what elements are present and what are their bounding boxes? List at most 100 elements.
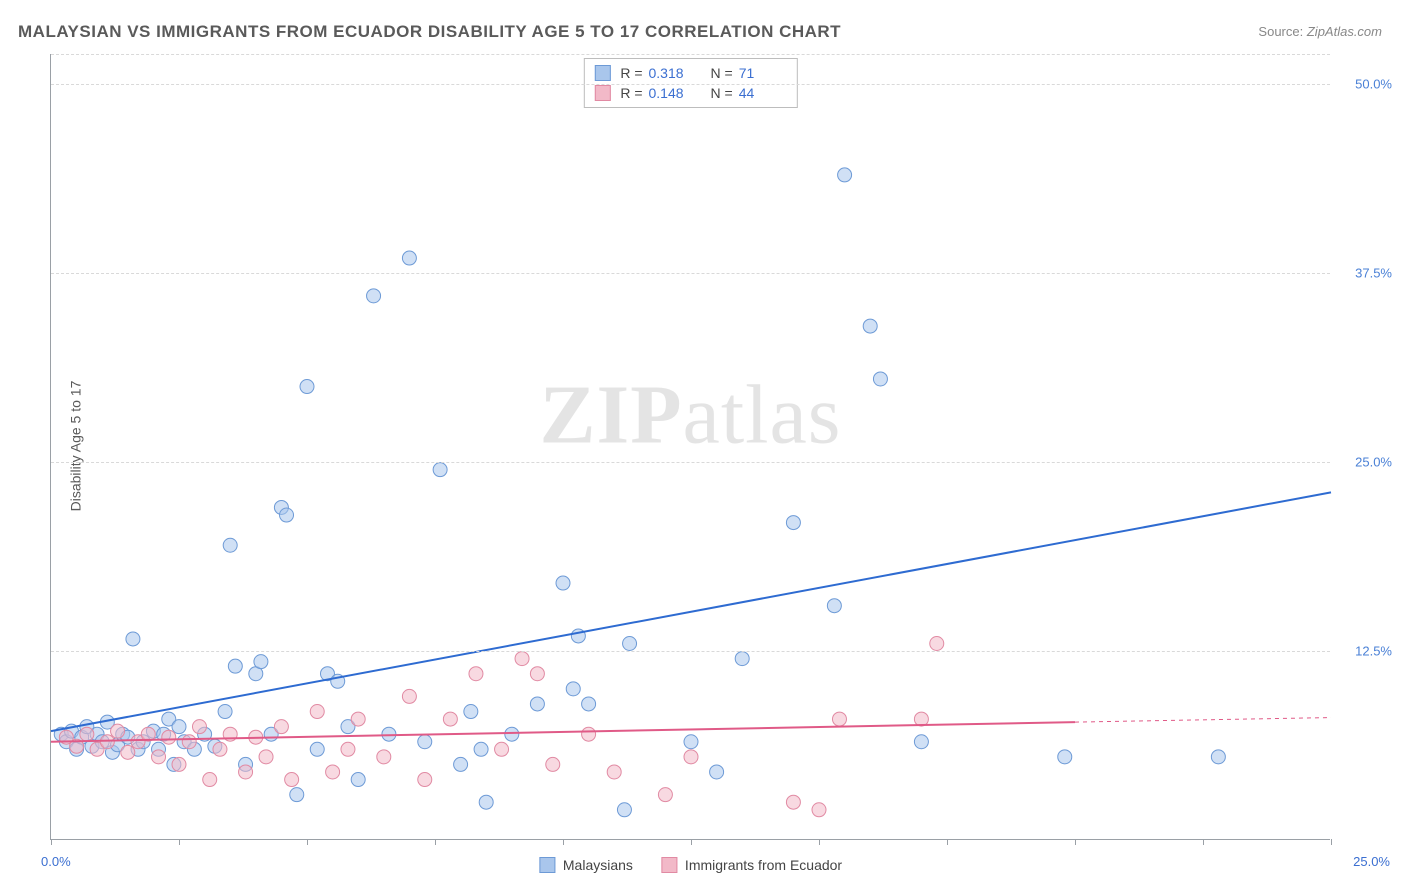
swatch-series2 <box>594 85 610 101</box>
data-point <box>285 773 299 787</box>
data-point <box>582 697 596 711</box>
gridline <box>51 651 1330 652</box>
data-point <box>218 705 232 719</box>
data-point <box>203 773 217 787</box>
data-point <box>300 380 314 394</box>
data-point <box>402 251 416 265</box>
data-point <box>310 705 324 719</box>
data-point <box>80 727 94 741</box>
n-value-2: 44 <box>739 85 787 101</box>
x-tick <box>51 839 52 845</box>
data-point <box>495 742 509 756</box>
data-point <box>827 599 841 613</box>
data-point <box>566 682 580 696</box>
data-point <box>873 372 887 386</box>
legend-item-series1: Malaysians <box>539 857 633 873</box>
data-point <box>838 168 852 182</box>
data-point <box>914 735 928 749</box>
r-value-1: 0.318 <box>649 65 697 81</box>
data-point <box>223 538 237 552</box>
data-point <box>658 788 672 802</box>
chart-svg <box>51 54 1330 839</box>
r-value-2: 0.148 <box>649 85 697 101</box>
r-label: R = <box>620 85 642 101</box>
data-point <box>402 689 416 703</box>
legend-item-series2: Immigrants from Ecuador <box>661 857 842 873</box>
x-tick <box>179 839 180 845</box>
gridline <box>51 273 1330 274</box>
x-tick <box>1203 839 1204 845</box>
data-point <box>254 655 268 669</box>
x-tick <box>1331 839 1332 845</box>
source-attribution: Source: ZipAtlas.com <box>1258 24 1382 39</box>
data-point <box>377 750 391 764</box>
data-point <box>351 712 365 726</box>
data-point <box>213 742 227 756</box>
gridline <box>51 462 1330 463</box>
data-point <box>111 724 125 738</box>
data-point <box>326 765 340 779</box>
data-point <box>310 742 324 756</box>
swatch-series1-bottom <box>539 857 555 873</box>
gridline <box>51 84 1330 85</box>
n-value-1: 71 <box>739 65 787 81</box>
data-point <box>505 727 519 741</box>
data-point <box>684 750 698 764</box>
data-point <box>274 720 288 734</box>
x-tick <box>1075 839 1076 845</box>
data-point <box>152 750 166 764</box>
data-point <box>515 652 529 666</box>
y-tick-label: 25.0% <box>1355 455 1392 470</box>
n-label: N = <box>711 65 733 81</box>
data-point <box>433 463 447 477</box>
trend-line <box>51 492 1331 731</box>
data-point <box>812 803 826 817</box>
n-label: N = <box>711 85 733 101</box>
data-point <box>172 757 186 771</box>
data-point <box>228 659 242 673</box>
x-tick <box>947 839 948 845</box>
data-point <box>418 735 432 749</box>
data-point <box>259 750 273 764</box>
data-point <box>735 652 749 666</box>
x-axis-max-label: 25.0% <box>1353 854 1390 869</box>
data-point <box>863 319 877 333</box>
trend-line-ext <box>1075 718 1331 723</box>
legend-label-series2: Immigrants from Ecuador <box>685 857 842 873</box>
data-point <box>1058 750 1072 764</box>
data-point <box>239 765 253 779</box>
x-tick <box>307 839 308 845</box>
data-point <box>464 705 478 719</box>
chart-title: MALAYSIAN VS IMMIGRANTS FROM ECUADOR DIS… <box>18 22 841 42</box>
y-tick-label: 37.5% <box>1355 266 1392 281</box>
data-point <box>443 712 457 726</box>
data-point <box>290 788 304 802</box>
legend-bottom: Malaysians Immigrants from Ecuador <box>539 857 842 873</box>
data-point <box>367 289 381 303</box>
data-point <box>469 667 483 681</box>
chart-plot-area: ZIPatlas R = 0.318 N = 71 R = 0.148 N = … <box>50 54 1330 840</box>
y-tick-label: 12.5% <box>1355 644 1392 659</box>
swatch-series1 <box>594 65 610 81</box>
source-label: Source: <box>1258 24 1303 39</box>
data-point <box>556 576 570 590</box>
data-point <box>546 757 560 771</box>
data-point <box>530 697 544 711</box>
data-point <box>786 795 800 809</box>
data-point <box>351 773 365 787</box>
r-label: R = <box>620 65 642 81</box>
data-point <box>684 735 698 749</box>
data-point <box>930 637 944 651</box>
data-point <box>182 735 196 749</box>
swatch-series2-bottom <box>661 857 677 873</box>
data-point <box>474 742 488 756</box>
data-point <box>710 765 724 779</box>
data-point <box>341 742 355 756</box>
data-point <box>162 730 176 744</box>
data-point <box>121 745 135 759</box>
data-point <box>607 765 621 779</box>
data-point <box>623 637 637 651</box>
x-tick <box>435 839 436 845</box>
data-point <box>1211 750 1225 764</box>
x-tick <box>819 839 820 845</box>
